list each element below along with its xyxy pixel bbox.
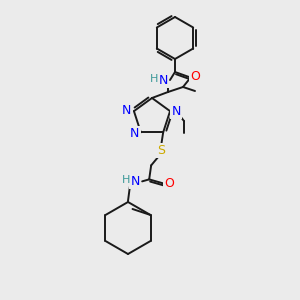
- Text: O: O: [190, 70, 200, 83]
- Text: N: N: [122, 103, 132, 117]
- Text: N: N: [130, 127, 140, 140]
- Text: S: S: [157, 144, 165, 157]
- Text: H: H: [150, 74, 158, 84]
- Text: N: N: [171, 105, 181, 118]
- Text: O: O: [164, 177, 174, 190]
- Text: H: H: [122, 176, 130, 185]
- Text: N: N: [158, 74, 168, 86]
- Text: N: N: [130, 175, 140, 188]
